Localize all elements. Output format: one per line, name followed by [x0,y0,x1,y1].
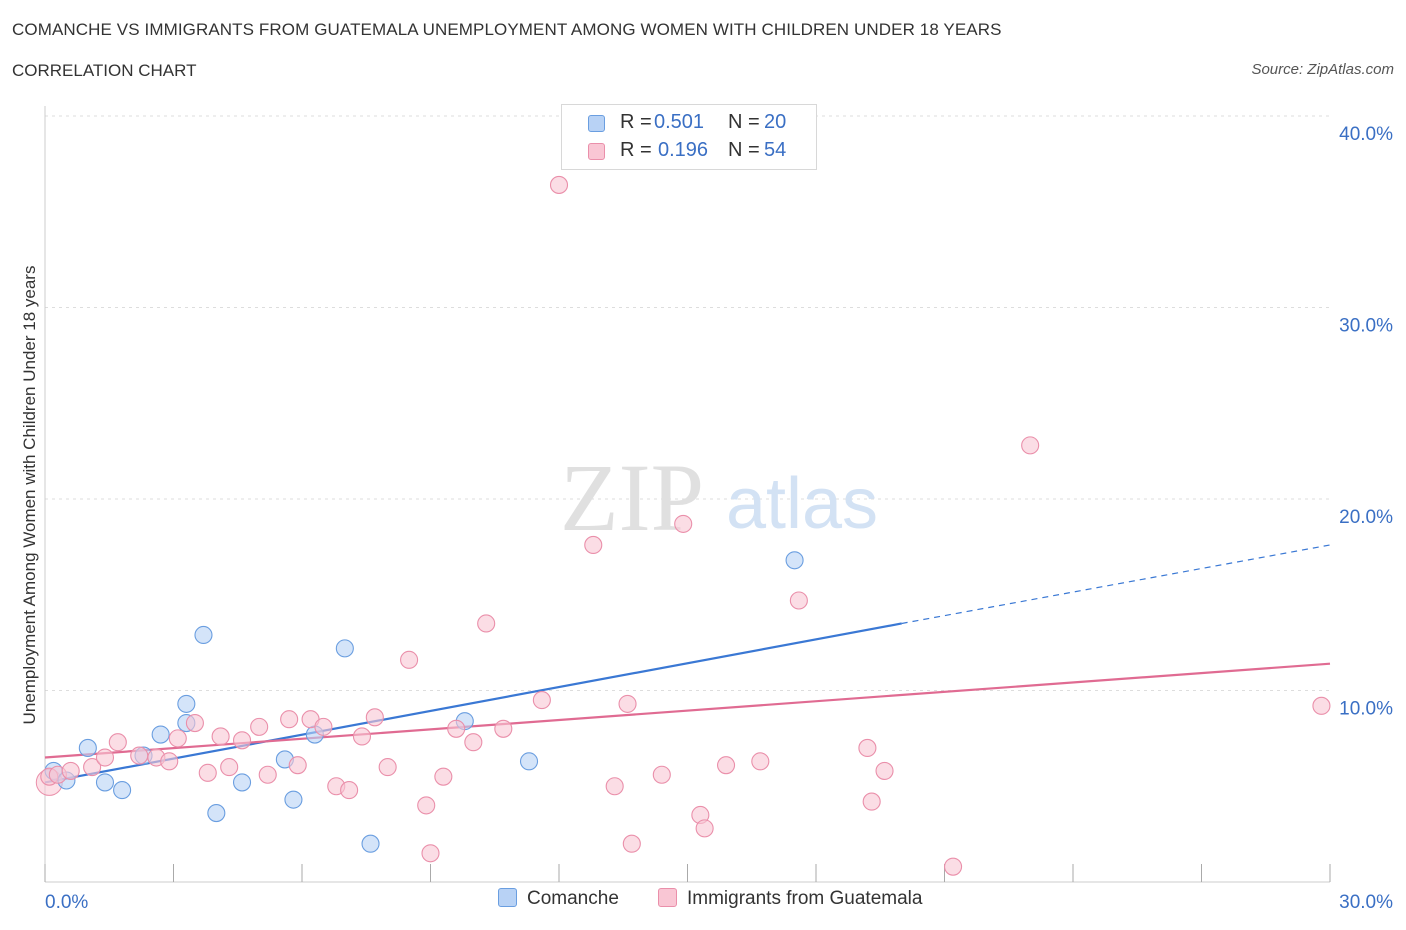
data-point-s1-43 [695,819,714,838]
data-point-s1-34 [532,691,551,710]
trend-line-0 [44,622,902,784]
stats-r-value: 0.196 [658,139,709,161]
data-point-s1-45 [751,752,770,771]
data-point-s1-11 [198,763,217,782]
data-point-s1-4 [95,748,115,767]
y-tick-label-3: 40.0% [1339,124,1393,145]
data-point-s1-49 [875,761,894,780]
data-point-s1-36 [584,535,603,555]
data-point-s0-11 [232,773,252,792]
stats-swatch-guatemala [588,143,605,160]
data-point-s1-3 [83,758,102,777]
data-point-s1-39 [622,834,641,853]
x-tick-label-0: 0.0% [45,892,88,913]
data-point-s0-9 [194,625,213,645]
data-point-s1-29 [434,767,453,786]
data-point-s0-6 [151,725,170,744]
y-tick-label-0: 10.0% [1339,699,1393,720]
data-point-s1-35 [549,175,569,194]
data-point-s1-31 [464,733,483,752]
x-tick-label-1: 30.0% [1339,892,1393,913]
stats-r-label: R = [620,111,652,133]
data-point-s1-15 [250,717,269,736]
data-point-s1-26 [400,650,419,669]
data-point-s1-24 [365,708,384,727]
data-point-s0-13 [284,790,303,809]
data-point-s1-2 [61,761,80,780]
data-point-s0-4 [113,781,132,800]
data-point-s0-15 [335,639,354,658]
data-point-s1-50 [944,857,963,876]
data-point-s1-17 [280,710,299,729]
data-point-s1-12 [211,727,230,746]
legend-label-guatemala: Immigrants from Guatemala [687,888,923,909]
y-axis-label: Unemployment Among Women with Children U… [20,265,39,725]
legend-item-comanche: Comanche [498,888,619,910]
watermark-atlas: atlas [726,464,878,544]
data-point-s0-10 [207,804,226,823]
legend-item-guatemala: Immigrants from Guatemala [658,888,922,910]
data-point-s1-33 [494,719,513,738]
data-point-s0-19 [785,551,804,570]
legend-label-comanche: Comanche [527,888,619,909]
data-point-s1-5 [108,733,127,752]
data-points [35,175,1331,876]
data-point-s1-27 [417,796,436,815]
data-point-s1-40 [652,765,671,784]
data-point-s1-44 [716,756,736,775]
data-point-s1-28 [421,844,440,863]
data-point-s0-18 [519,752,539,771]
data-point-s1-30 [447,719,466,738]
legend-swatch-guatemala [658,888,677,907]
data-point-s1-9 [168,729,187,748]
source-credit: Source: ZipAtlas.com [1251,61,1394,78]
y-tick-label-1: 20.0% [1339,507,1393,528]
data-point-s1-47 [858,738,877,758]
trend-line-extension-0 [901,544,1331,625]
stats-n-value: 20 [764,111,787,133]
data-point-s1-37 [605,777,624,796]
y-tick-label-2: 30.0% [1339,316,1393,337]
stats-r-label: R = [620,139,652,161]
data-point-s1-23 [352,727,372,746]
data-point-s1-41 [674,514,693,533]
data-point-s1-16 [258,765,277,784]
tick-labels: 10.0% 20.0% 30.0% 40.0% 0.0% 30.0% [45,124,1393,913]
trend-line-1 [44,662,1331,759]
data-point-s1-52 [1312,696,1331,715]
data-point-s1-10 [185,714,204,733]
data-point-s1-18 [288,756,307,775]
watermark-zip: ZIP [560,444,704,551]
data-point-s0-3 [95,773,115,792]
data-point-s1-6 [130,746,149,765]
grid-lines [45,115,1330,691]
watermark: ZIP atlas [560,444,878,551]
axes [44,106,1331,883]
data-point-s1-25 [378,758,397,777]
data-point-s1-38 [618,694,637,713]
stats-legend: R = 0.501 N = 20 R = 0.196 N = 54 [561,104,817,170]
trend-lines [44,544,1331,784]
chart-subtitle: CORRELATION CHART [12,61,197,80]
stats-n-label: N = [728,139,760,161]
data-point-s1-51 [1021,436,1040,455]
data-point-s1-13 [220,758,239,777]
data-point-s0-16 [361,834,380,853]
data-point-s1-20 [314,717,333,736]
legend-swatch-comanche [498,888,517,907]
data-point-s0-7 [177,694,196,713]
data-point-s1-46 [789,591,808,610]
data-point-s1-14 [232,731,252,750]
data-point-s1-22 [340,781,359,800]
data-point-s1-8 [160,752,179,771]
stats-r-value: 0.501 [654,111,705,133]
stats-n-value: 54 [764,139,787,161]
stats-n-label: N = [728,111,760,133]
data-point-s0-2 [78,738,97,758]
data-point-s1-32 [477,614,496,633]
chart-title: COMANCHE VS IMMIGRANTS FROM GUATEMALA UN… [12,20,1002,39]
data-point-s1-48 [862,792,881,811]
stats-swatch-comanche [588,115,605,132]
